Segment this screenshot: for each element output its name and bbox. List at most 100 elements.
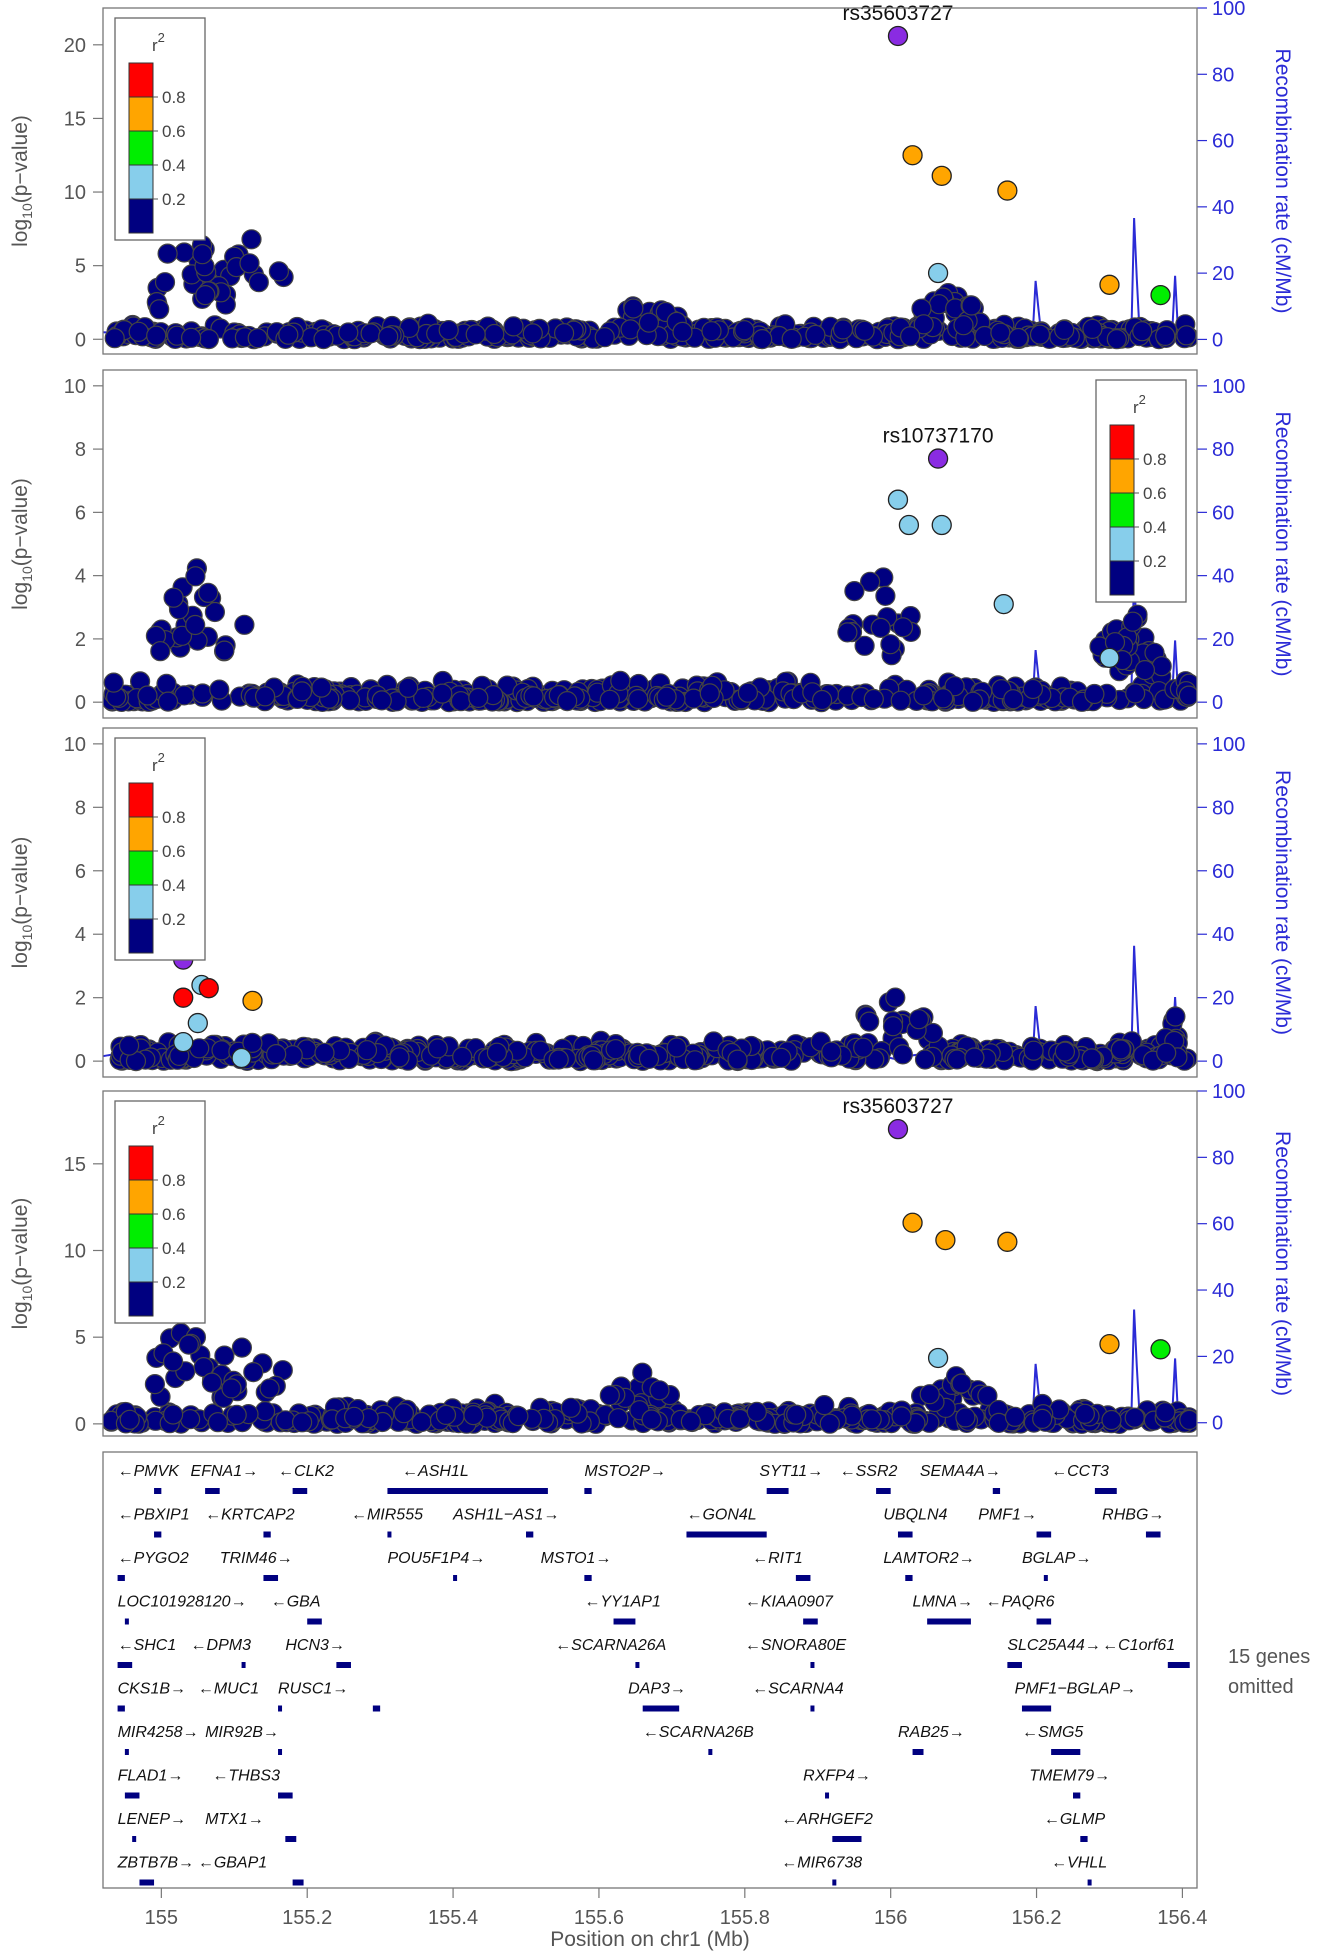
snp-point (255, 1401, 276, 1422)
plot-area (103, 448, 1197, 713)
legend-label: 0.4 (162, 156, 186, 175)
snp-point (861, 1409, 882, 1430)
x-tick-label: 155 (145, 1907, 178, 1929)
legend-swatch (128, 1213, 154, 1249)
snp-point (146, 325, 167, 346)
snp-point (1032, 1408, 1053, 1430)
legend-label: 0.8 (162, 808, 186, 827)
snp-point (605, 1039, 626, 1060)
snp-point (913, 314, 934, 335)
gene-body (584, 1575, 592, 1581)
snp-point-ld (198, 978, 219, 999)
snp-point (771, 1047, 792, 1068)
snp-point (608, 1408, 629, 1429)
snp-point (344, 1406, 365, 1427)
y-tick-label: 0 (75, 329, 86, 351)
y2-tick-label: 60 (1212, 131, 1234, 153)
legend-swatch (128, 96, 154, 132)
gene-body (241, 1662, 246, 1668)
snp-point (837, 622, 858, 643)
genes-omitted-line1: 15 genes (1228, 1646, 1310, 1668)
gene-label: ←GON4L (686, 1507, 756, 1524)
gene-label: MSTO2P→ (584, 1463, 666, 1480)
snp-point (853, 1037, 874, 1058)
gene-label: ←KRTCAP2 (205, 1507, 295, 1524)
snp-point (1124, 1407, 1145, 1428)
snp-point (854, 320, 875, 341)
lead-snp-point (887, 1118, 909, 1140)
snp-point (119, 1409, 140, 1430)
snp-point (1008, 327, 1029, 349)
snp-point (1110, 1039, 1131, 1060)
legend-swatch (1109, 424, 1135, 460)
legend-label: 0.4 (162, 1239, 186, 1258)
gene-body (584, 1488, 592, 1494)
gene-body (117, 1705, 125, 1712)
snp-point (523, 686, 544, 707)
gene-label: ←SMG5 (1022, 1724, 1083, 1741)
legend-title-sup: 2 (158, 30, 165, 45)
snp-point (1179, 1409, 1197, 1430)
y2-tick-label: 60 (1212, 1214, 1234, 1236)
snp-point (195, 285, 216, 306)
gene-body (876, 1488, 891, 1494)
snp-point (961, 295, 982, 316)
snp-point (221, 1378, 242, 1399)
snp-point (819, 1413, 840, 1434)
y2-tick-label: 20 (1212, 263, 1234, 285)
snp-point (1029, 324, 1051, 345)
legend-swatch (128, 1247, 154, 1283)
gene-body (635, 1662, 640, 1668)
y-tick-label: 10 (64, 734, 86, 756)
legend-label: 0.6 (162, 842, 186, 861)
y2-tick-label: 60 (1212, 502, 1234, 524)
snp-point (234, 614, 255, 635)
snp-point (313, 329, 334, 350)
gene-label: ←DPM3 (191, 1637, 252, 1654)
snp-point (360, 323, 381, 344)
snp-point (821, 1041, 842, 1062)
gene-body (905, 1575, 913, 1581)
y-axis-title-sub: 10 (19, 203, 35, 219)
snp-point (594, 327, 615, 348)
x-tick-label: 155.8 (720, 1907, 770, 1929)
snp-point (185, 614, 206, 636)
snp-point (259, 1378, 280, 1399)
snp-point (859, 571, 881, 592)
snp-point (734, 320, 755, 341)
gene-body (278, 1749, 283, 1755)
snp-point (1004, 1406, 1026, 1427)
panel-frame (102, 369, 1198, 719)
snp-point (870, 617, 891, 639)
snp-point (914, 1049, 936, 1070)
snp-point (389, 1047, 410, 1068)
gene-body (1051, 1749, 1081, 1755)
legend-label: 0.6 (162, 1205, 186, 1224)
gene-label: ←YY1AP1 (584, 1594, 660, 1611)
snp-point (1081, 1048, 1102, 1069)
gene-label: LMNA→ (913, 1594, 973, 1611)
gene-body (139, 1879, 155, 1886)
snp-point (239, 253, 260, 274)
gene-label: PMF1−BGLAP→ (1015, 1681, 1136, 1698)
snp-point (1106, 329, 1127, 350)
snp-point (432, 683, 453, 704)
snp-point (163, 587, 184, 608)
y2-tick-label: 100 (1212, 0, 1245, 20)
snp-point (953, 315, 974, 336)
snp-point (880, 634, 901, 655)
gene-label: ←GLMP (1044, 1811, 1106, 1828)
y-tick-label: 2 (75, 629, 86, 651)
gene-label: MIR4258→ (118, 1724, 199, 1741)
snp-point (275, 1410, 296, 1431)
snp-point (1176, 325, 1197, 346)
snp-point (214, 640, 235, 661)
legend-swatch (128, 1179, 154, 1215)
legend-swatch (128, 918, 154, 954)
gene-body (387, 1531, 392, 1538)
snp-point (339, 690, 361, 711)
snp-point (427, 1038, 448, 1059)
panel-frame (102, 7, 1198, 355)
snp-point-ld (187, 1012, 208, 1034)
snp-point (435, 1404, 457, 1426)
